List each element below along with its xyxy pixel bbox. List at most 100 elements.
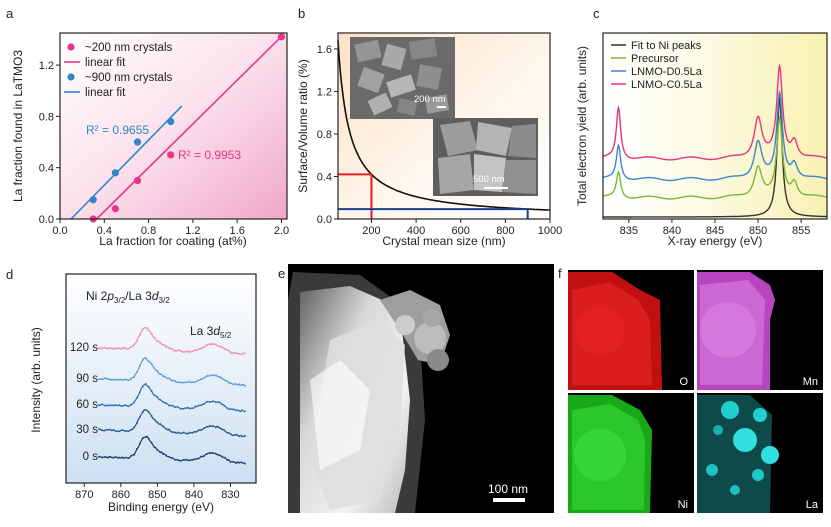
xps-point-3-74 [206, 375, 208, 377]
data-point-series-1-1 [111, 169, 119, 177]
xps-point-0-0 [98, 455, 100, 458]
x-tick-label-0: 835 [620, 225, 638, 237]
xps-point-2-18 [124, 404, 126, 406]
series-label-3: 90 s [76, 373, 98, 385]
x-tick-label-5: 2.0 [274, 225, 289, 237]
xps-point-1-96 [238, 435, 240, 438]
eds-map-mn [697, 272, 775, 390]
x-tick-label-0: 870 [75, 489, 93, 501]
x-tick-label-1: 400 [407, 225, 425, 237]
data-point-series-0-1 [111, 205, 119, 213]
fit-line-series-1 [70, 105, 183, 220]
xps-point-2-90 [229, 408, 232, 411]
xps-point-3-64 [191, 381, 194, 383]
xps-point-0-66 [194, 458, 197, 461]
xps-point-1-2 [101, 429, 103, 432]
xps-point-2-94 [235, 409, 238, 412]
xps-point-1-58 [182, 431, 185, 434]
xps-point-1-84 [220, 428, 223, 431]
panel-f-letter: f [558, 266, 562, 281]
xps-point-2-6 [106, 404, 109, 407]
xps-point-4-86 [223, 348, 226, 350]
xps-point-2-80 [215, 401, 217, 404]
xps-point-0-48 [168, 456, 170, 458]
legend-label-900nm: ~900 nm crystals [85, 72, 172, 84]
legend-label-d05la: LNMO-D0.5La [631, 66, 703, 78]
xps-point-0-90 [229, 461, 232, 463]
spectrum-series-2 [602, 89, 828, 182]
xps-point-4-50 [171, 347, 173, 350]
xps-point-0-60 [185, 458, 188, 461]
xps-point-3-100 [244, 384, 246, 387]
panel-a-plot [70, 33, 286, 223]
xps-point-1-4 [103, 429, 106, 432]
xps-point-0-10 [112, 456, 115, 459]
eds-map-ni [568, 395, 652, 513]
xps-point-0-68 [197, 457, 200, 460]
x-tick-label-3: 800 [496, 225, 514, 237]
data-point-series-0-3 [167, 151, 175, 159]
xps-point-3-58 [182, 381, 185, 384]
xps-point-0-50 [171, 457, 173, 459]
xps-point-2-48 [168, 404, 170, 407]
x-tick-label-4: 1.6 [230, 225, 245, 237]
xps-point-0-22 [130, 455, 132, 457]
xps-point-3-82 [217, 376, 220, 378]
xps-point-4-32 [144, 326, 147, 329]
xps-point-1-48 [168, 428, 170, 431]
xps-point-3-32 [144, 357, 147, 359]
xps-point-3-66 [194, 380, 197, 383]
xps-point-3-6 [106, 378, 109, 380]
xps-point-1-38 [153, 418, 156, 421]
tem-particle [288, 272, 450, 513]
eds-label-la: La [806, 499, 819, 511]
eds-label-ni: Ni [678, 499, 688, 511]
panel-c-letter: c [593, 6, 600, 21]
spectrum-series-0 [603, 97, 827, 218]
panel-d: d 870 860 850 840 830 Binding energy (eV) In… [6, 267, 257, 514]
panel-c-plot [602, 63, 828, 218]
tem-scale-bar [493, 498, 525, 502]
xps-point-1-6 [106, 428, 109, 431]
xps-point-0-14 [118, 456, 121, 459]
xps-point-4-48 [168, 346, 170, 349]
xps-point-0-42 [159, 451, 162, 454]
xps-point-3-28 [139, 365, 141, 367]
xps-point-2-26 [136, 397, 138, 399]
panel-c-background [603, 33, 827, 219]
xps-point-1-66 [194, 431, 197, 433]
xps-point-2-96 [238, 409, 240, 412]
panel-b-letter: b [298, 6, 305, 21]
xps-point-0-62 [188, 459, 191, 462]
xps-point-2-64 [191, 407, 194, 409]
xps-point-4-16 [121, 347, 124, 349]
xps-point-2-86 [223, 404, 226, 407]
xps-point-1-18 [124, 430, 126, 433]
xps-point-1-28 [139, 416, 141, 419]
xps-point-2-32 [144, 383, 147, 385]
xps-point-3-52 [174, 379, 176, 382]
xps-point-4-44 [162, 344, 164, 346]
xps-point-4-38 [153, 336, 156, 339]
xps-point-0-34 [147, 437, 150, 440]
xps-point-4-34 [147, 329, 150, 332]
xps-point-2-88 [226, 407, 229, 410]
xps-point-2-58 [182, 408, 185, 410]
eds-label-mn: Mn [803, 376, 818, 388]
xps-point-3-10 [112, 379, 115, 381]
xps-point-0-96 [238, 461, 240, 464]
xps-point-1-86 [223, 429, 226, 432]
xps-point-3-24 [133, 376, 135, 378]
xps-point-1-50 [171, 431, 173, 433]
x-tick-label-2: 850 [148, 489, 166, 501]
xps-point-2-68 [197, 404, 200, 407]
panel-c-ylabel: Total electron yield (arb. units) [575, 46, 589, 206]
xps-point-3-78 [212, 374, 214, 376]
xps-point-3-54 [177, 381, 179, 383]
xps-point-3-34 [147, 360, 150, 363]
sem-inset-200nm-scale-label: 200 nm [414, 94, 446, 105]
xps-point-0-70 [200, 455, 202, 458]
y-tick-label-1: 0.4 [39, 163, 54, 175]
xps-point-0-20 [127, 457, 129, 459]
